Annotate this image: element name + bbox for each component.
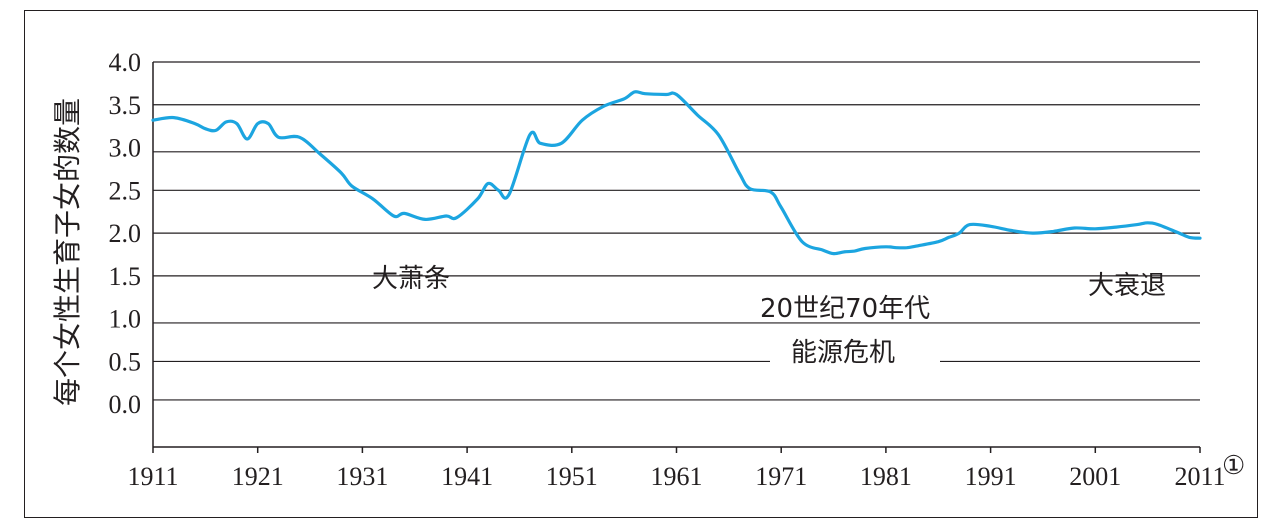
x-tick-label: 2011 [1174, 462, 1225, 491]
x-tick-label: 1961 [651, 462, 703, 491]
y-axis-label: 每个女性生育子女的数量 [51, 98, 84, 406]
series-lines [151, 90, 1202, 256]
x-tick-label: 1921 [232, 462, 284, 491]
y-tick-label: 2.5 [109, 176, 142, 205]
x-tick-label: 1941 [441, 462, 493, 491]
axes [152, 62, 1201, 453]
y-tick-label: 4.0 [109, 48, 142, 77]
y-tick-label: 3.0 [109, 134, 142, 163]
x-tick-label: 1991 [965, 462, 1017, 491]
fertility-rate-line [151, 90, 1202, 256]
y-tick-label: 1.5 [109, 262, 142, 291]
grid-lines [153, 61, 1200, 401]
y-tick-label: 3.5 [109, 91, 142, 120]
annotation-great-recession: 大衰退 [1088, 271, 1166, 301]
y-tick-label: 0.0 [109, 390, 142, 419]
x-tick-label: 1911 [127, 462, 178, 491]
y-tick-label: 1.0 [109, 305, 142, 334]
annotation-bg-energy-crisis [770, 336, 940, 364]
x-tick-label: 2001 [1069, 462, 1121, 491]
y-tick-labels: 0.0 0.5 1.0 1.5 2.0 2.5 3.0 3.5 4.0 [109, 48, 142, 419]
x-tick-label: 1971 [755, 462, 807, 491]
x-tick-label: 1981 [860, 462, 912, 491]
chart-frame [24, 10, 1258, 518]
y-tick-label: 2.0 [109, 219, 142, 248]
x-tick-label: 1931 [336, 462, 388, 491]
annotation-bg-1970s [752, 293, 958, 321]
annotation-energy-crisis: 能源危机 [791, 338, 895, 368]
x-tick-labels: 1911 1921 1931 1941 1951 1961 1971 1981 1991 2001… [127, 462, 1225, 491]
y-tick-label: 0.5 [109, 347, 142, 376]
x-tick-label: 1951 [546, 462, 598, 491]
x-last-tick-note: ① [1222, 451, 1245, 480]
annotation-1970s: 20世纪70年代 [760, 294, 930, 324]
annotation-great-depression: 大萧条 [372, 264, 450, 294]
